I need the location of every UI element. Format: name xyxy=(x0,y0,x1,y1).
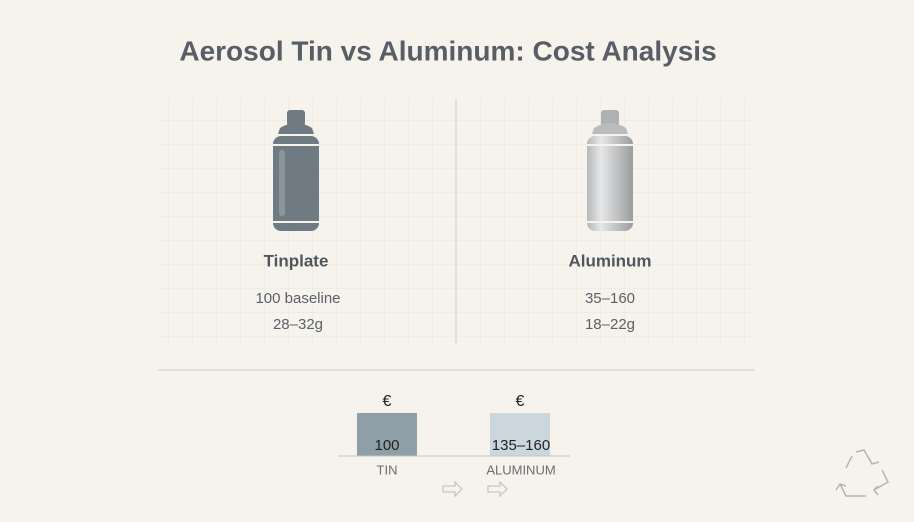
currency-symbol: € xyxy=(516,393,525,410)
panel-name: Tinplate xyxy=(264,251,329,270)
tin-can-icon xyxy=(273,110,319,231)
block-label: ALUMINUM xyxy=(486,462,555,477)
aluminum-can-icon xyxy=(587,110,633,231)
currency-symbol: € xyxy=(383,393,392,410)
panel-line: 100 baseline xyxy=(255,290,340,307)
block-value: 135–160 xyxy=(492,437,550,454)
arrows xyxy=(442,480,508,498)
panel-line: 35–160 xyxy=(585,290,635,307)
recycle-icon xyxy=(835,449,889,497)
panel-line: 28–32g xyxy=(273,316,323,333)
panel-line: 18–22g xyxy=(585,316,635,333)
panel-name: Aluminum xyxy=(568,251,651,270)
tin-block xyxy=(357,413,417,456)
block-value: 100 xyxy=(374,437,399,454)
aluminum-block xyxy=(490,413,550,456)
title: Aerosol Tin vs Aluminum: Cost Analysis xyxy=(179,35,716,66)
block-label: TIN xyxy=(377,462,398,477)
